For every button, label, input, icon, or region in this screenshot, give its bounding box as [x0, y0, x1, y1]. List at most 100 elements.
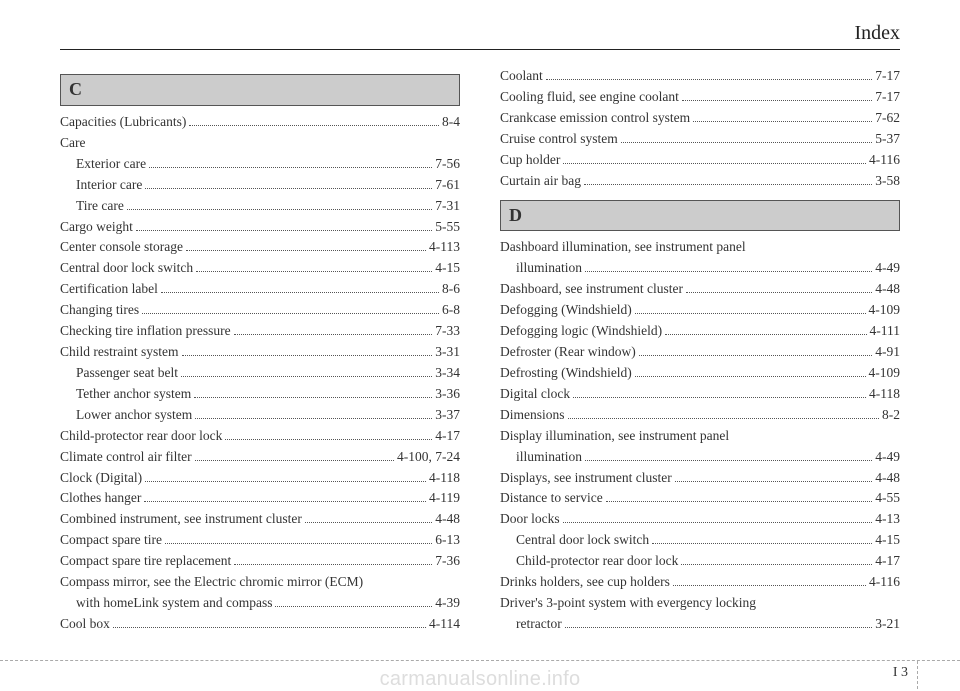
index-entry-page: 4-48 [435, 509, 460, 530]
index-entry-leader [225, 430, 432, 439]
index-entry-leader [181, 368, 432, 377]
index-entry-leader [165, 535, 432, 544]
index-entry: Child-protector rear door lock4-17 [500, 551, 900, 572]
index-entry-leader [113, 619, 426, 628]
index-entry-page: 3-34 [435, 363, 460, 384]
index-entry-label: Cooling fluid, see engine coolant [500, 87, 679, 108]
index-entry: Center console storage4-113 [60, 237, 460, 258]
index-entry-page: 3-58 [875, 171, 900, 192]
footer-vdash [917, 661, 918, 689]
index-entry-leader [186, 242, 426, 251]
index-entry: Display illumination, see instrument pan… [500, 426, 900, 447]
index-entry-label: Cruise control system [500, 129, 618, 150]
index-entry-page: 4-39 [435, 593, 460, 614]
index-entry-label: illumination [516, 447, 582, 468]
index-entry-leader [568, 409, 879, 418]
index-entry-label: Checking tire inflation pressure [60, 321, 231, 342]
index-entry: Compact spare tire replacement 7-36 [60, 551, 460, 572]
index-entry: Tether anchor system 3-36 [60, 384, 460, 405]
index-entry-leader [145, 179, 432, 188]
index-entry-label: Defogging (Windshield) [500, 300, 632, 321]
index-entry: Door locks4-13 [500, 509, 900, 530]
index-entry-label: Dashboard illumination, see instrument p… [500, 237, 746, 258]
index-entry: Defroster (Rear window)4-91 [500, 342, 900, 363]
index-entry: Lower anchor system3-37 [60, 405, 460, 426]
index-entry: Dimensions8-2 [500, 405, 900, 426]
index-entry-label: Central door lock switch [516, 530, 649, 551]
section-letter-d: D [500, 200, 900, 232]
index-entry-page: 4-113 [429, 237, 460, 258]
index-entry-page: 6-13 [435, 530, 460, 551]
index-entry: Exterior care7-56 [60, 154, 460, 175]
index-entry-page: 4-118 [869, 384, 900, 405]
index-entry-label: Clothes hanger [60, 488, 141, 509]
index-entry-page: 7-33 [435, 321, 460, 342]
index-entry-label: Cargo weight [60, 217, 133, 238]
index-entry-label: Care [60, 133, 85, 154]
index-entry-page: 7-17 [875, 66, 900, 87]
section-letter-c: C [60, 74, 460, 106]
index-entry: Cruise control system5-37 [500, 129, 900, 150]
index-entry-label: Dashboard, see instrument cluster [500, 279, 683, 300]
index-entry-label: Cup holder [500, 150, 560, 171]
index-entry-leader [136, 221, 432, 230]
index-entry: Driver's 3-point system with evergency l… [500, 593, 900, 614]
index-entry-label: Child-protector rear door lock [516, 551, 678, 572]
index-entry: Displays, see instrument cluster4-48 [500, 468, 900, 489]
index-entry: Checking tire inflation pressure 7-33 [60, 321, 460, 342]
index-entry: Dashboard illumination, see instrument p… [500, 237, 900, 258]
index-entry: Tire care7-31 [60, 196, 460, 217]
index-entry: Clothes hanger 4-119 [60, 488, 460, 509]
index-entry: Changing tires6-8 [60, 300, 460, 321]
index-entry-page: 3-37 [435, 405, 460, 426]
index-entry: Capacities (Lubricants)8-4 [60, 112, 460, 133]
index-entry-page: 4-111 [870, 321, 901, 342]
index-entry: Curtain air bag 3-58 [500, 171, 900, 192]
index-entry-page: 4-109 [869, 300, 901, 321]
index-columns: C Capacities (Lubricants)8-4CareExterior… [60, 66, 900, 635]
index-entry: Certification label8-6 [60, 279, 460, 300]
page-header-title: Index [60, 22, 900, 50]
right-column: Coolant 7-17 Cooling fluid, see engine coo… [500, 66, 900, 635]
index-entry-page: 4-116 [869, 572, 900, 593]
left-column: C Capacities (Lubricants)8-4CareExterior… [60, 66, 460, 635]
index-entry-page: 7-56 [435, 154, 460, 175]
index-entry-page: 3-36 [435, 384, 460, 405]
index-entry-page: 4-119 [429, 488, 460, 509]
index-entry-label: Cool box [60, 614, 110, 635]
index-entry-label: Passenger seat belt [76, 363, 178, 384]
index-entry: Child restraint system3-31 [60, 342, 460, 363]
index-entry-page: 4-91 [875, 342, 900, 363]
index-entry-label: with homeLink system and compass [76, 593, 272, 614]
index-entry-page: 4-17 [435, 426, 460, 447]
index-entry-label: Coolant [500, 66, 543, 87]
index-entry-page: 3-21 [875, 614, 900, 635]
index-entry-label: Interior care [76, 175, 142, 196]
index-entry-label: Tether anchor system [76, 384, 191, 405]
index-entry: Digital clock4-118 [500, 384, 900, 405]
index-entry-leader [144, 493, 426, 502]
index-entry-label: Central door lock switch [60, 258, 193, 279]
index-entry-label: Driver's 3-point system with evergency l… [500, 593, 756, 614]
index-entry: retractor3-21 [500, 614, 900, 635]
index-entry: Dashboard, see instrument cluster4-48 [500, 279, 900, 300]
index-entry-label: Curtain air bag [500, 171, 581, 192]
index-entry-label: Compact spare tire replacement [60, 551, 231, 572]
index-entry: Combined instrument, see instrument clus… [60, 509, 460, 530]
index-entry: Defrosting (Windshield)4-109 [500, 363, 900, 384]
index-entry-leader [585, 263, 872, 272]
index-entry: Climate control air filter4-100, 7-24 [60, 447, 460, 468]
index-entry-label: Compass mirror, see the Electric chromic… [60, 572, 363, 593]
index-entry-label: Certification label [60, 279, 158, 300]
index-entry-leader [682, 91, 872, 100]
index-entry-label: Child-protector rear door lock [60, 426, 222, 447]
index-entry-leader [194, 388, 432, 397]
index-entry-page: 6-8 [442, 300, 460, 321]
index-entry: Compass mirror, see the Electric chromic… [60, 572, 460, 593]
page-number-prefix: I [893, 665, 898, 680]
watermark-text: carmanualsonline.info [380, 668, 581, 691]
index-entry-leader [275, 598, 432, 607]
index-entry-page: 7-36 [435, 551, 460, 572]
index-entry: illumination4-49 [500, 447, 900, 468]
index-entry-leader [127, 200, 432, 209]
